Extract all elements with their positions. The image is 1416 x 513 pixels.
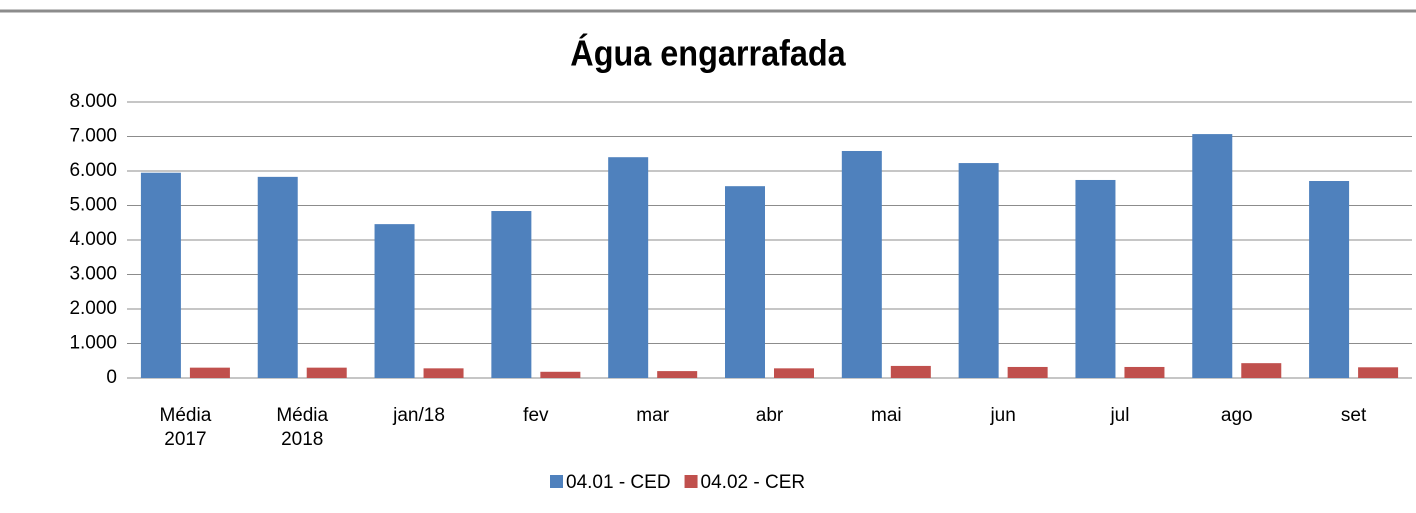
y-tick-label: 6.000 [69, 160, 117, 181]
bar [1075, 179, 1116, 378]
bar [608, 157, 649, 378]
bar [189, 367, 230, 378]
y-tick-label: 2.000 [69, 298, 117, 319]
y-tick-label: 7.000 [69, 126, 117, 147]
x-tick-label: mar [636, 405, 670, 426]
y-tick-label: 8.000 [69, 91, 117, 112]
bar [491, 211, 532, 378]
x-tick-label: jun [990, 405, 1016, 426]
y-tick-label: 0 [106, 367, 117, 388]
bar [958, 163, 999, 378]
legend-swatch [550, 475, 563, 488]
x-tick-label: jan/18 [393, 405, 445, 426]
legend-label: 04.02 - CER [701, 472, 806, 493]
bar [1309, 181, 1350, 378]
bar [841, 150, 882, 378]
x-tick-label: Média 2018 [276, 405, 329, 450]
x-tick-label: set [1340, 405, 1367, 426]
bar [140, 172, 181, 378]
x-tick-label: ago [1220, 405, 1253, 426]
bar [1192, 134, 1233, 378]
y-tick-label: 4.000 [69, 229, 117, 250]
bar [1241, 363, 1282, 378]
chart-title: Água engarrafada [570, 32, 846, 74]
x-tick-label: jul [1110, 405, 1130, 426]
x-tick-label: abr [755, 405, 784, 426]
y-tick-label: 5.000 [69, 195, 117, 216]
bar [540, 371, 581, 378]
bar [257, 176, 298, 378]
bar [1007, 366, 1048, 378]
x-tick-label: Média 2017 [159, 405, 212, 450]
bar [890, 365, 931, 378]
bar [423, 368, 464, 378]
bar [657, 371, 698, 378]
y-tick-label: 3.000 [69, 264, 117, 285]
x-tick-label: fev [523, 405, 549, 426]
bar [306, 367, 347, 378]
bar [774, 368, 814, 378]
legend-label: 04.01 - CED [566, 472, 671, 493]
legend-swatch [684, 475, 698, 488]
x-tick-label: mai [871, 405, 902, 426]
y-tick-label: 1.000 [69, 333, 117, 354]
bar [1358, 367, 1399, 378]
bar [374, 224, 415, 378]
bar [1124, 366, 1165, 378]
bar [725, 186, 765, 378]
